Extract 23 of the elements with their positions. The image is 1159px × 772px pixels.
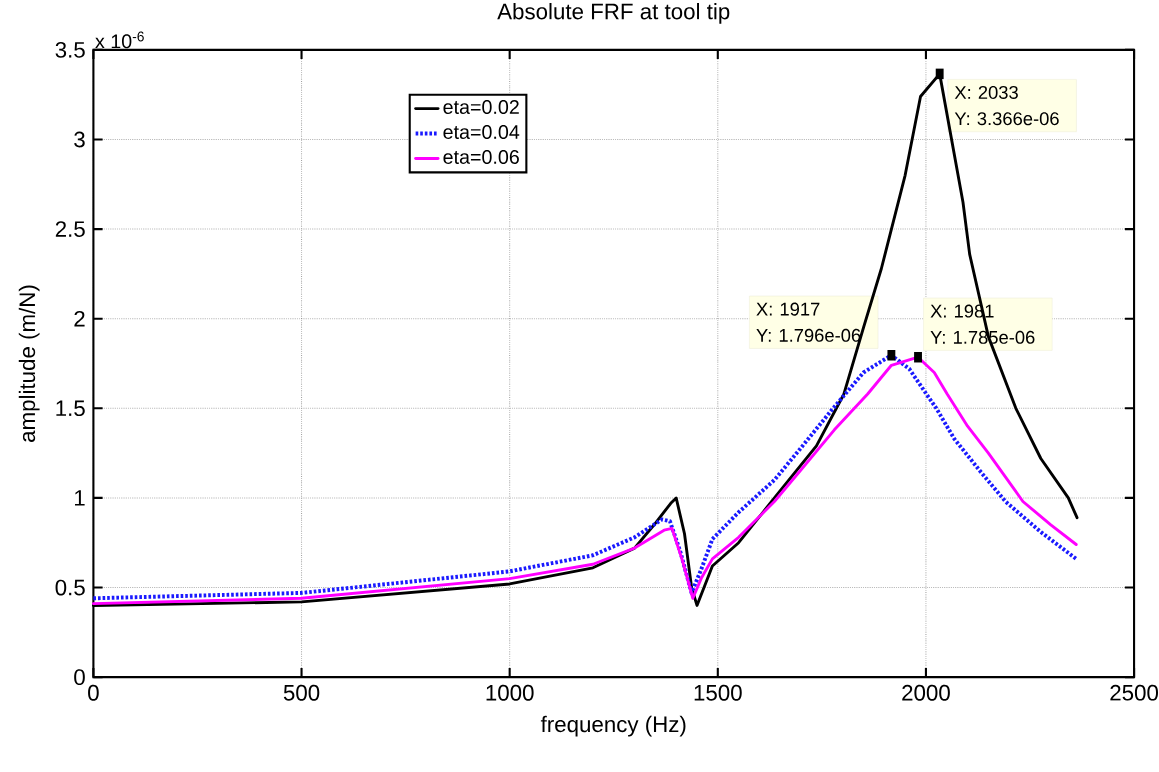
- y-tick-label: 3.5: [55, 42, 85, 58]
- legend-label: eta=0.04: [443, 125, 520, 140]
- chart-title: Absolute FRF at tool tip: [497, 3, 730, 24]
- y-tick-label: 0.5: [55, 579, 85, 596]
- y-tick-label: 2.5: [55, 221, 85, 238]
- y-tick-label: 3: [74, 131, 85, 148]
- x-tick-label: 500: [283, 685, 320, 701]
- text: x 10$^{-6}$: [95, 31, 144, 49]
- x-tick-label: 2500: [1110, 685, 1159, 701]
- y-tick-label: 1.5: [56, 400, 85, 417]
- y-tick-label: 1: [75, 490, 85, 506]
- y-axis-title: amplitude (m/N): [18, 285, 40, 443]
- x-axis-title: frequency (Hz): [540, 715, 686, 737]
- legend-label: eta=0.02: [443, 100, 519, 115]
- legend-label: eta=0.06: [443, 150, 519, 165]
- y-tick-label: 0: [74, 669, 85, 686]
- annotation: X: 1917 Y: 1.796e-06: [756, 302, 861, 343]
- x-tick-label: 0: [88, 685, 99, 701]
- x-tick-label: 1500: [694, 685, 742, 701]
- x-tick-label: 1000: [486, 685, 534, 701]
- y-tick-label: 2: [74, 311, 85, 327]
- x-tick-label: 2000: [902, 685, 950, 701]
- annotation: X: 2033 Y: 3.366e-06: [954, 86, 1059, 126]
